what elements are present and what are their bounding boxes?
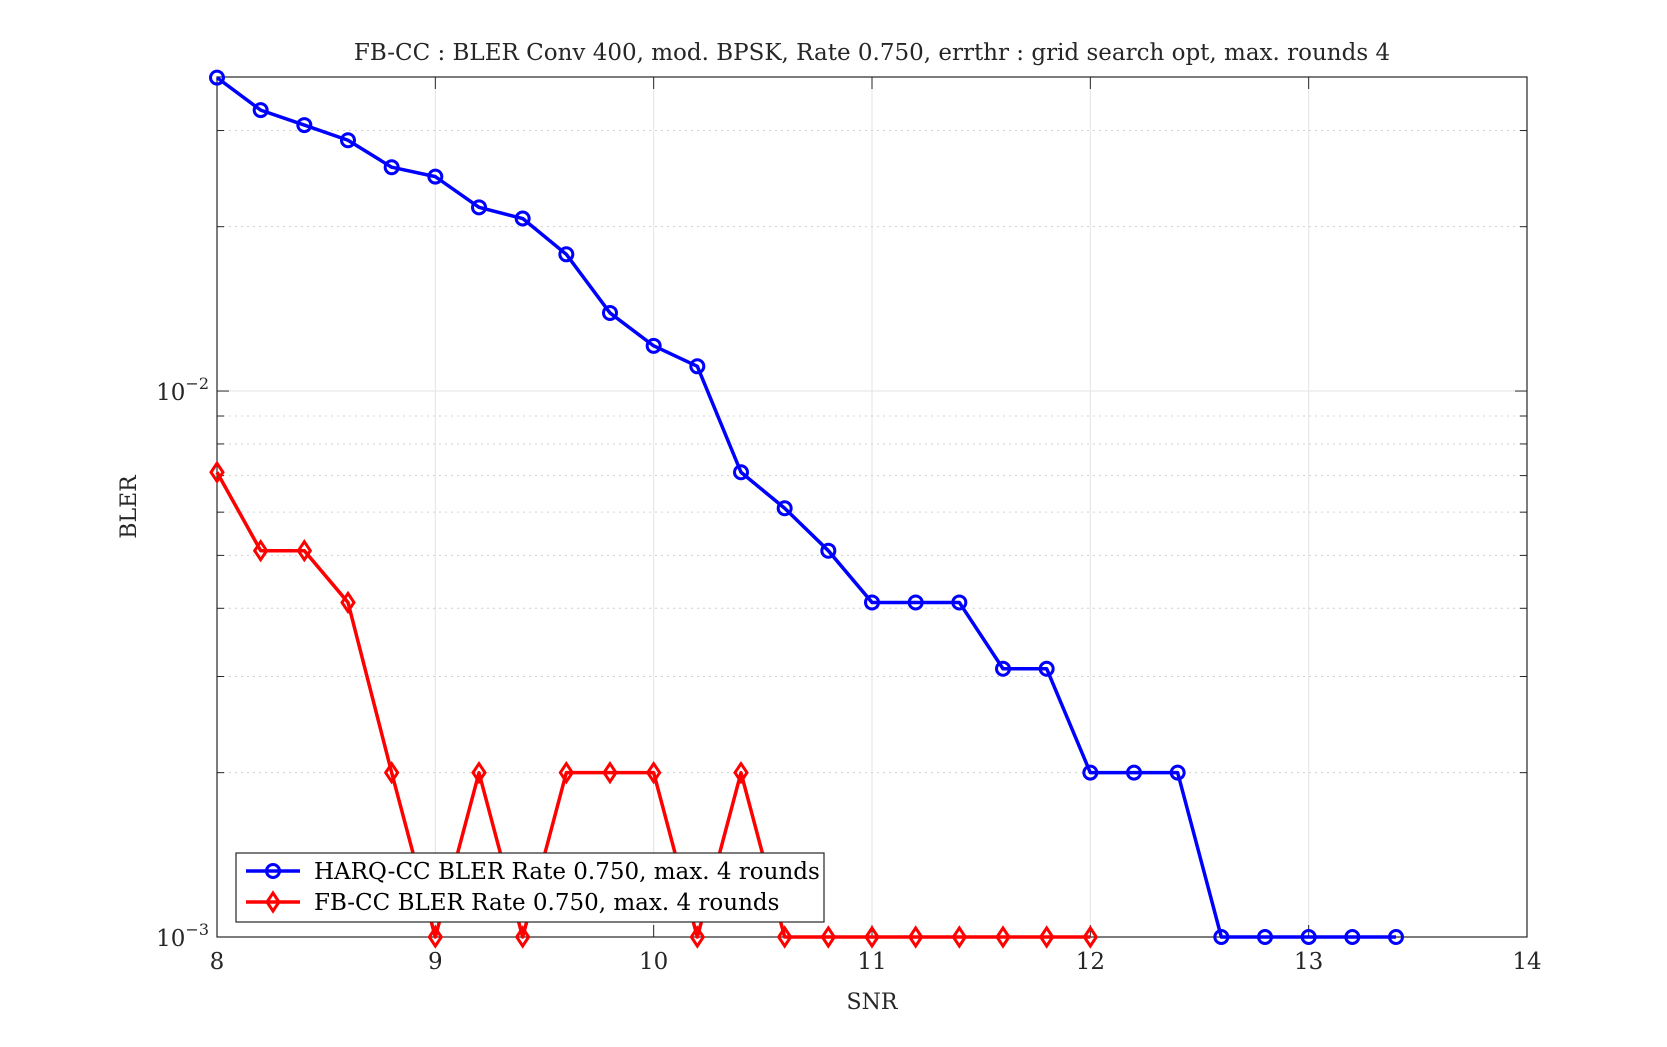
data-point-circle xyxy=(514,210,531,227)
data-point-circle xyxy=(1300,929,1317,945)
data-point-circle xyxy=(558,246,575,263)
data-point-diamond xyxy=(995,925,1011,949)
data-point-diamond xyxy=(383,760,400,785)
data-point-diamond xyxy=(645,760,662,785)
data-point-circle xyxy=(296,117,313,134)
axes: 8 9 10 11 12 13 14 10−2 10−3 xyxy=(156,76,1542,975)
data-point-diamond xyxy=(820,925,837,949)
data-point-diamond xyxy=(296,538,313,563)
data-point-circle xyxy=(820,542,837,559)
data-point-diamond xyxy=(776,925,793,949)
legend-item: FB-CC BLER Rate 0.750, max. 4 rounds xyxy=(246,890,779,916)
data-point-circle xyxy=(383,159,400,176)
data-point-circle xyxy=(733,464,749,481)
data-point-circle xyxy=(907,594,924,611)
data-point-diamond xyxy=(209,460,225,484)
chart-title: FB-CC : BLER Conv 400, mod. BPSK, Rate 0… xyxy=(354,40,1390,66)
data-series xyxy=(209,69,1404,949)
legend: HARQ-CC BLER Rate 0.750, max. 4 rounds FB… xyxy=(235,852,825,923)
y-axis-label: BLER xyxy=(117,474,142,539)
data-point-circle xyxy=(602,304,618,321)
x-tick-label: 14 xyxy=(1512,949,1541,975)
data-point-diamond xyxy=(558,760,575,785)
data-point-diamond xyxy=(733,760,749,785)
data-point-diamond xyxy=(689,925,706,949)
data-point-diamond xyxy=(1082,925,1099,949)
data-point-circle xyxy=(1169,764,1186,781)
data-point-circle xyxy=(1126,764,1142,781)
data-point-circle xyxy=(209,69,225,86)
x-tick-label: 13 xyxy=(1294,949,1323,975)
axis-labels: FB-CC : BLER Conv 400, mod. BPSK, Rate 0… xyxy=(117,40,1390,1015)
data-point-diamond xyxy=(951,925,968,949)
x-tick-label: 8 xyxy=(210,949,225,975)
x-axis-label: SNR xyxy=(847,990,899,1015)
y-tick-label: 10−3 xyxy=(156,920,209,952)
data-point-circle xyxy=(995,660,1011,677)
data-point-diamond xyxy=(514,925,531,949)
data-point-diamond xyxy=(602,760,618,785)
legend-label: HARQ-CC BLER Rate 0.750, max. 4 rounds xyxy=(314,859,820,885)
data-point-circle xyxy=(1344,929,1361,945)
legend-item: HARQ-CC BLER Rate 0.750, max. 4 rounds xyxy=(246,859,820,885)
data-point-diamond xyxy=(252,538,269,563)
data-point-diamond xyxy=(471,760,487,785)
legend-marker xyxy=(265,863,281,879)
data-point-circle xyxy=(689,358,706,375)
data-point-diamond xyxy=(907,925,924,949)
series-2 xyxy=(209,460,1099,949)
data-point-diamond xyxy=(864,925,880,949)
series-line xyxy=(215,76,1396,939)
legend-marker xyxy=(265,890,281,914)
series-1 xyxy=(209,69,1404,945)
data-point-circle xyxy=(1257,929,1273,945)
legend-box xyxy=(235,852,825,923)
data-point-diamond xyxy=(340,590,356,615)
data-point-circle xyxy=(471,199,487,216)
x-tick-label: 12 xyxy=(1076,949,1105,975)
legend-label: FB-CC BLER Rate 0.750, max. 4 rounds xyxy=(314,890,779,916)
series-line xyxy=(215,471,1091,939)
x-tick-label: 10 xyxy=(639,949,668,975)
data-point-circle xyxy=(1038,660,1055,677)
x-tick-label: 11 xyxy=(857,949,886,975)
data-point-circle xyxy=(951,594,968,611)
data-point-circle xyxy=(252,102,269,119)
data-point-circle xyxy=(427,168,444,185)
data-point-circle xyxy=(340,132,356,149)
data-point-circle xyxy=(1213,929,1230,945)
data-point-circle xyxy=(864,594,880,611)
data-point-diamond xyxy=(1038,925,1055,949)
grid-lines xyxy=(216,77,1528,938)
data-point-circle xyxy=(1388,929,1404,945)
y-tick-label: 10−2 xyxy=(156,374,209,406)
data-point-diamond xyxy=(427,925,444,949)
data-point-circle xyxy=(1082,764,1099,781)
x-tick-label: 9 xyxy=(428,949,443,975)
data-point-circle xyxy=(645,337,662,354)
data-point-circle xyxy=(776,500,793,517)
